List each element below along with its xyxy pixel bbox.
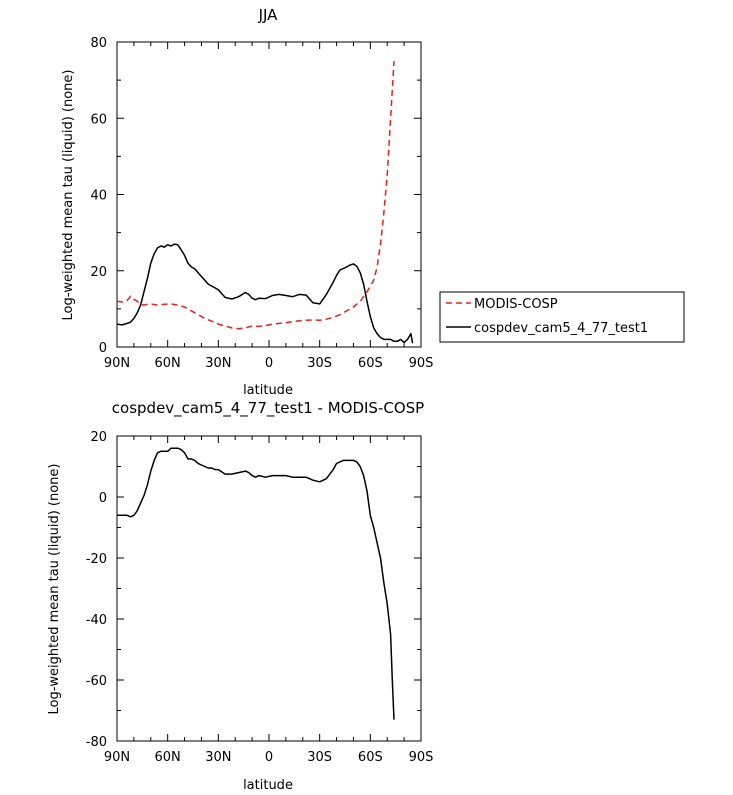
bottom-panel: cospdev_cam5_4_77_test1 - MODIS-COSP lat… [47,399,433,793]
top-panel-x-tick-label: 90S [409,356,434,371]
bottom-panel-series-line-0 [117,447,395,720]
top-panel-x-tick-label: 0 [265,356,273,371]
top-panel-y-tick-label: 20 [90,265,107,280]
bottom-panel-x-tick-label: 30S [307,750,332,765]
legend: MODIS-COSP cospdev_cam5_4_77_test1 [439,291,685,343]
bottom-panel-plot-frame [116,435,422,742]
legend-label-modis-cosp: MODIS-COSP [474,297,558,312]
bottom-panel-y-tick-label: 20 [90,430,107,445]
top-panel-plot-frame [116,41,422,348]
bottom-panel-x-tick-label: 60S [358,750,383,765]
top-panel-y-tick-label: 80 [90,36,107,51]
bottom-panel-y-tick-label: -40 [86,613,107,628]
top-panel-y-axis-label: Log-weighted mean tau (liquid) (none) [61,70,76,321]
top-panel-axes [116,41,422,348]
top-panel-x-tick-label: 90N [104,356,130,371]
legend-box [439,291,685,343]
top-panel-title: JJA [258,6,279,24]
bottom-panel-series [117,447,395,720]
top-panel-y-tick-label: 60 [90,112,107,127]
bottom-panel-title: cospdev_cam5_4_77_test1 - MODIS-COSP [112,399,424,418]
bottom-panel-x-axis-label: latitude [243,778,293,793]
top-panel-x-tick-label: 30N [205,356,231,371]
bottom-panel-x-tick-label: 90S [409,750,434,765]
bottom-panel-x-tick-label: 90N [104,750,130,765]
top-panel-x-tick-label: 60S [358,356,383,371]
bottom-panel-y-axis-label: Log-weighted mean tau (liquid) (none) [47,464,62,715]
bottom-panel-x-tick-label: 30N [205,750,231,765]
top-panel-y-tick-label: 0 [99,341,107,356]
bottom-panel-x-tick-label: 60N [155,750,181,765]
top-panel-ticks: 90N 60N 30N 0 30S 60S 90S 0 20 40 60 80 [90,36,433,371]
legend-label-cospdev: cospdev_cam5_4_77_test1 [474,321,648,336]
bottom-panel-y-tick-label: -60 [86,674,107,689]
bottom-panel-y-tick-label: 0 [99,491,107,506]
top-panel-x-axis-label: latitude [243,383,293,398]
top-panel-x-tick-label: 30S [307,356,332,371]
top-panel-series-line-cospdev-cam5-4-77-test1 [116,243,414,344]
bottom-panel-ticks: 90N 60N 30N 0 30S 60S 90S -80 -60 -40 -20 0 20 [86,430,434,765]
top-panel-series [116,61,414,344]
top-panel: JJA latitude Log-weighted mean tau (liqu… [61,6,433,398]
bottom-panel-y-tick-label: -20 [86,552,107,567]
bottom-panel-y-tick-label: -80 [86,735,107,750]
top-panel-series-line-modis-cosp [116,61,395,330]
top-panel-y-tick-label: 40 [90,189,107,204]
bottom-panel-x-tick-label: 0 [265,750,273,765]
top-panel-x-tick-label: 60N [155,356,181,371]
bottom-panel-axes [116,435,422,742]
